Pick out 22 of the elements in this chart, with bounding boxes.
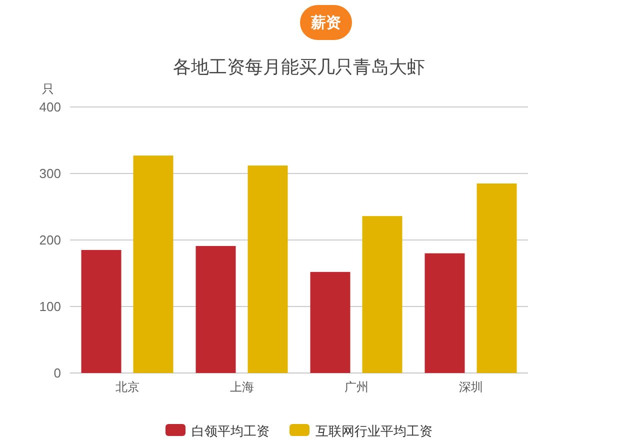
y-tick-label: 300 bbox=[39, 166, 61, 181]
bar bbox=[248, 166, 288, 373]
x-tick-label: 深圳 bbox=[458, 380, 483, 394]
text: 薪资 bbox=[310, 14, 341, 32]
bar bbox=[476, 183, 517, 373]
x-tick-label: 北京 bbox=[115, 380, 140, 394]
x-tick-label: 广州 bbox=[344, 380, 368, 394]
y-tick-label: 100 bbox=[39, 299, 61, 314]
y-tick-label: 0 bbox=[54, 366, 61, 380]
y-tick-label: 200 bbox=[39, 232, 61, 248]
bar bbox=[362, 216, 402, 373]
bar bbox=[310, 272, 350, 373]
bar bbox=[196, 246, 236, 373]
legend-label: 互联网行业平均工资 bbox=[316, 424, 432, 438]
bar bbox=[424, 253, 465, 373]
chart-title: 各地工资每月能买几只青岛大虾 bbox=[173, 57, 425, 77]
bar bbox=[133, 156, 174, 373]
y-tick-label: 400 bbox=[39, 100, 61, 114]
bar bbox=[81, 250, 122, 373]
x-tick-label: 上海 bbox=[230, 380, 254, 394]
legend-label: 白领平均工资 bbox=[192, 424, 270, 438]
y-axis-title: 只 bbox=[42, 82, 54, 96]
